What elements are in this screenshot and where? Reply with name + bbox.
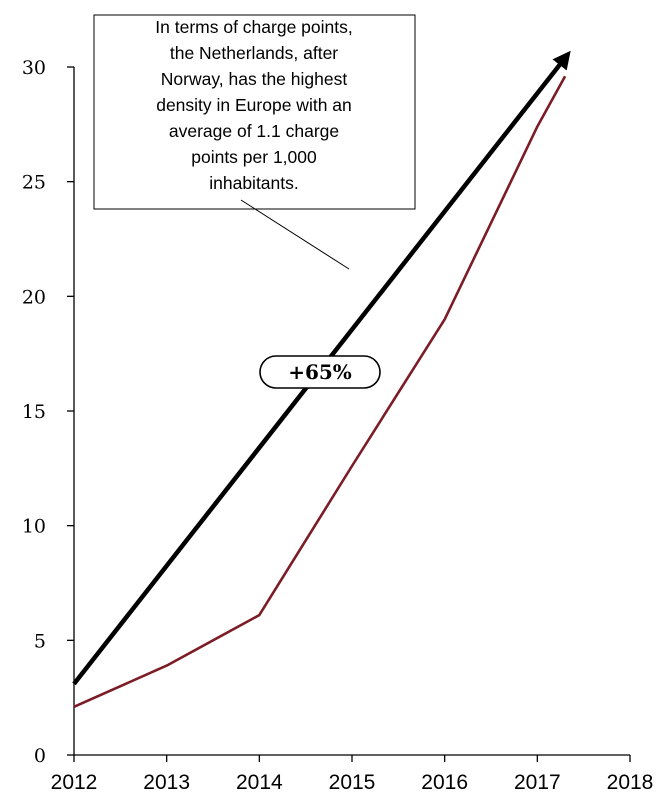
x-tick-label: 2016 — [421, 771, 468, 794]
annotation-line: points per 1,000 — [191, 147, 317, 167]
y-tick-label: 10 — [22, 516, 46, 538]
series-layer — [73, 75, 567, 708]
annotation-line: density in Europe with an — [156, 95, 352, 115]
annotation-box — [93, 14, 416, 210]
annotation-line: In terms of charge points, — [155, 17, 352, 37]
y-tick-label: 5 — [34, 630, 46, 652]
annotation-line: Norway, has the highest — [161, 69, 348, 89]
annotation-line: average of 1.1 charge — [169, 121, 339, 141]
growth-badge-outline — [259, 355, 381, 389]
x-tick-label: 2013 — [143, 771, 190, 794]
y-tick-label: 25 — [22, 172, 46, 194]
annotation-line: the Netherlands, after — [170, 43, 338, 63]
annotation-line: inhabitants. — [209, 173, 299, 193]
y-tick-label: 15 — [22, 401, 46, 423]
x-tick-label: 2012 — [51, 771, 98, 794]
y-tick-label: 30 — [22, 57, 46, 79]
growth-badge: +65% — [259, 355, 381, 389]
annotation-callout: In terms of charge points, the Netherland… — [93, 14, 416, 270]
axes: 0 5 10 15 20 25 30 2012 2013 2014 2015 2016 2017 2018 — [22, 57, 654, 794]
annotation-leader — [240, 199, 350, 270]
series-line — [73, 75, 567, 708]
x-tick-label: 2018 — [607, 771, 654, 794]
growth-label: +65% — [288, 360, 352, 384]
x-tick-label: 2014 — [236, 771, 283, 794]
x-tick-label: 2017 — [514, 771, 561, 794]
x-tick-label: 2015 — [329, 771, 376, 794]
y-tick-label: 0 — [34, 745, 46, 767]
y-tick-label: 20 — [22, 286, 46, 308]
